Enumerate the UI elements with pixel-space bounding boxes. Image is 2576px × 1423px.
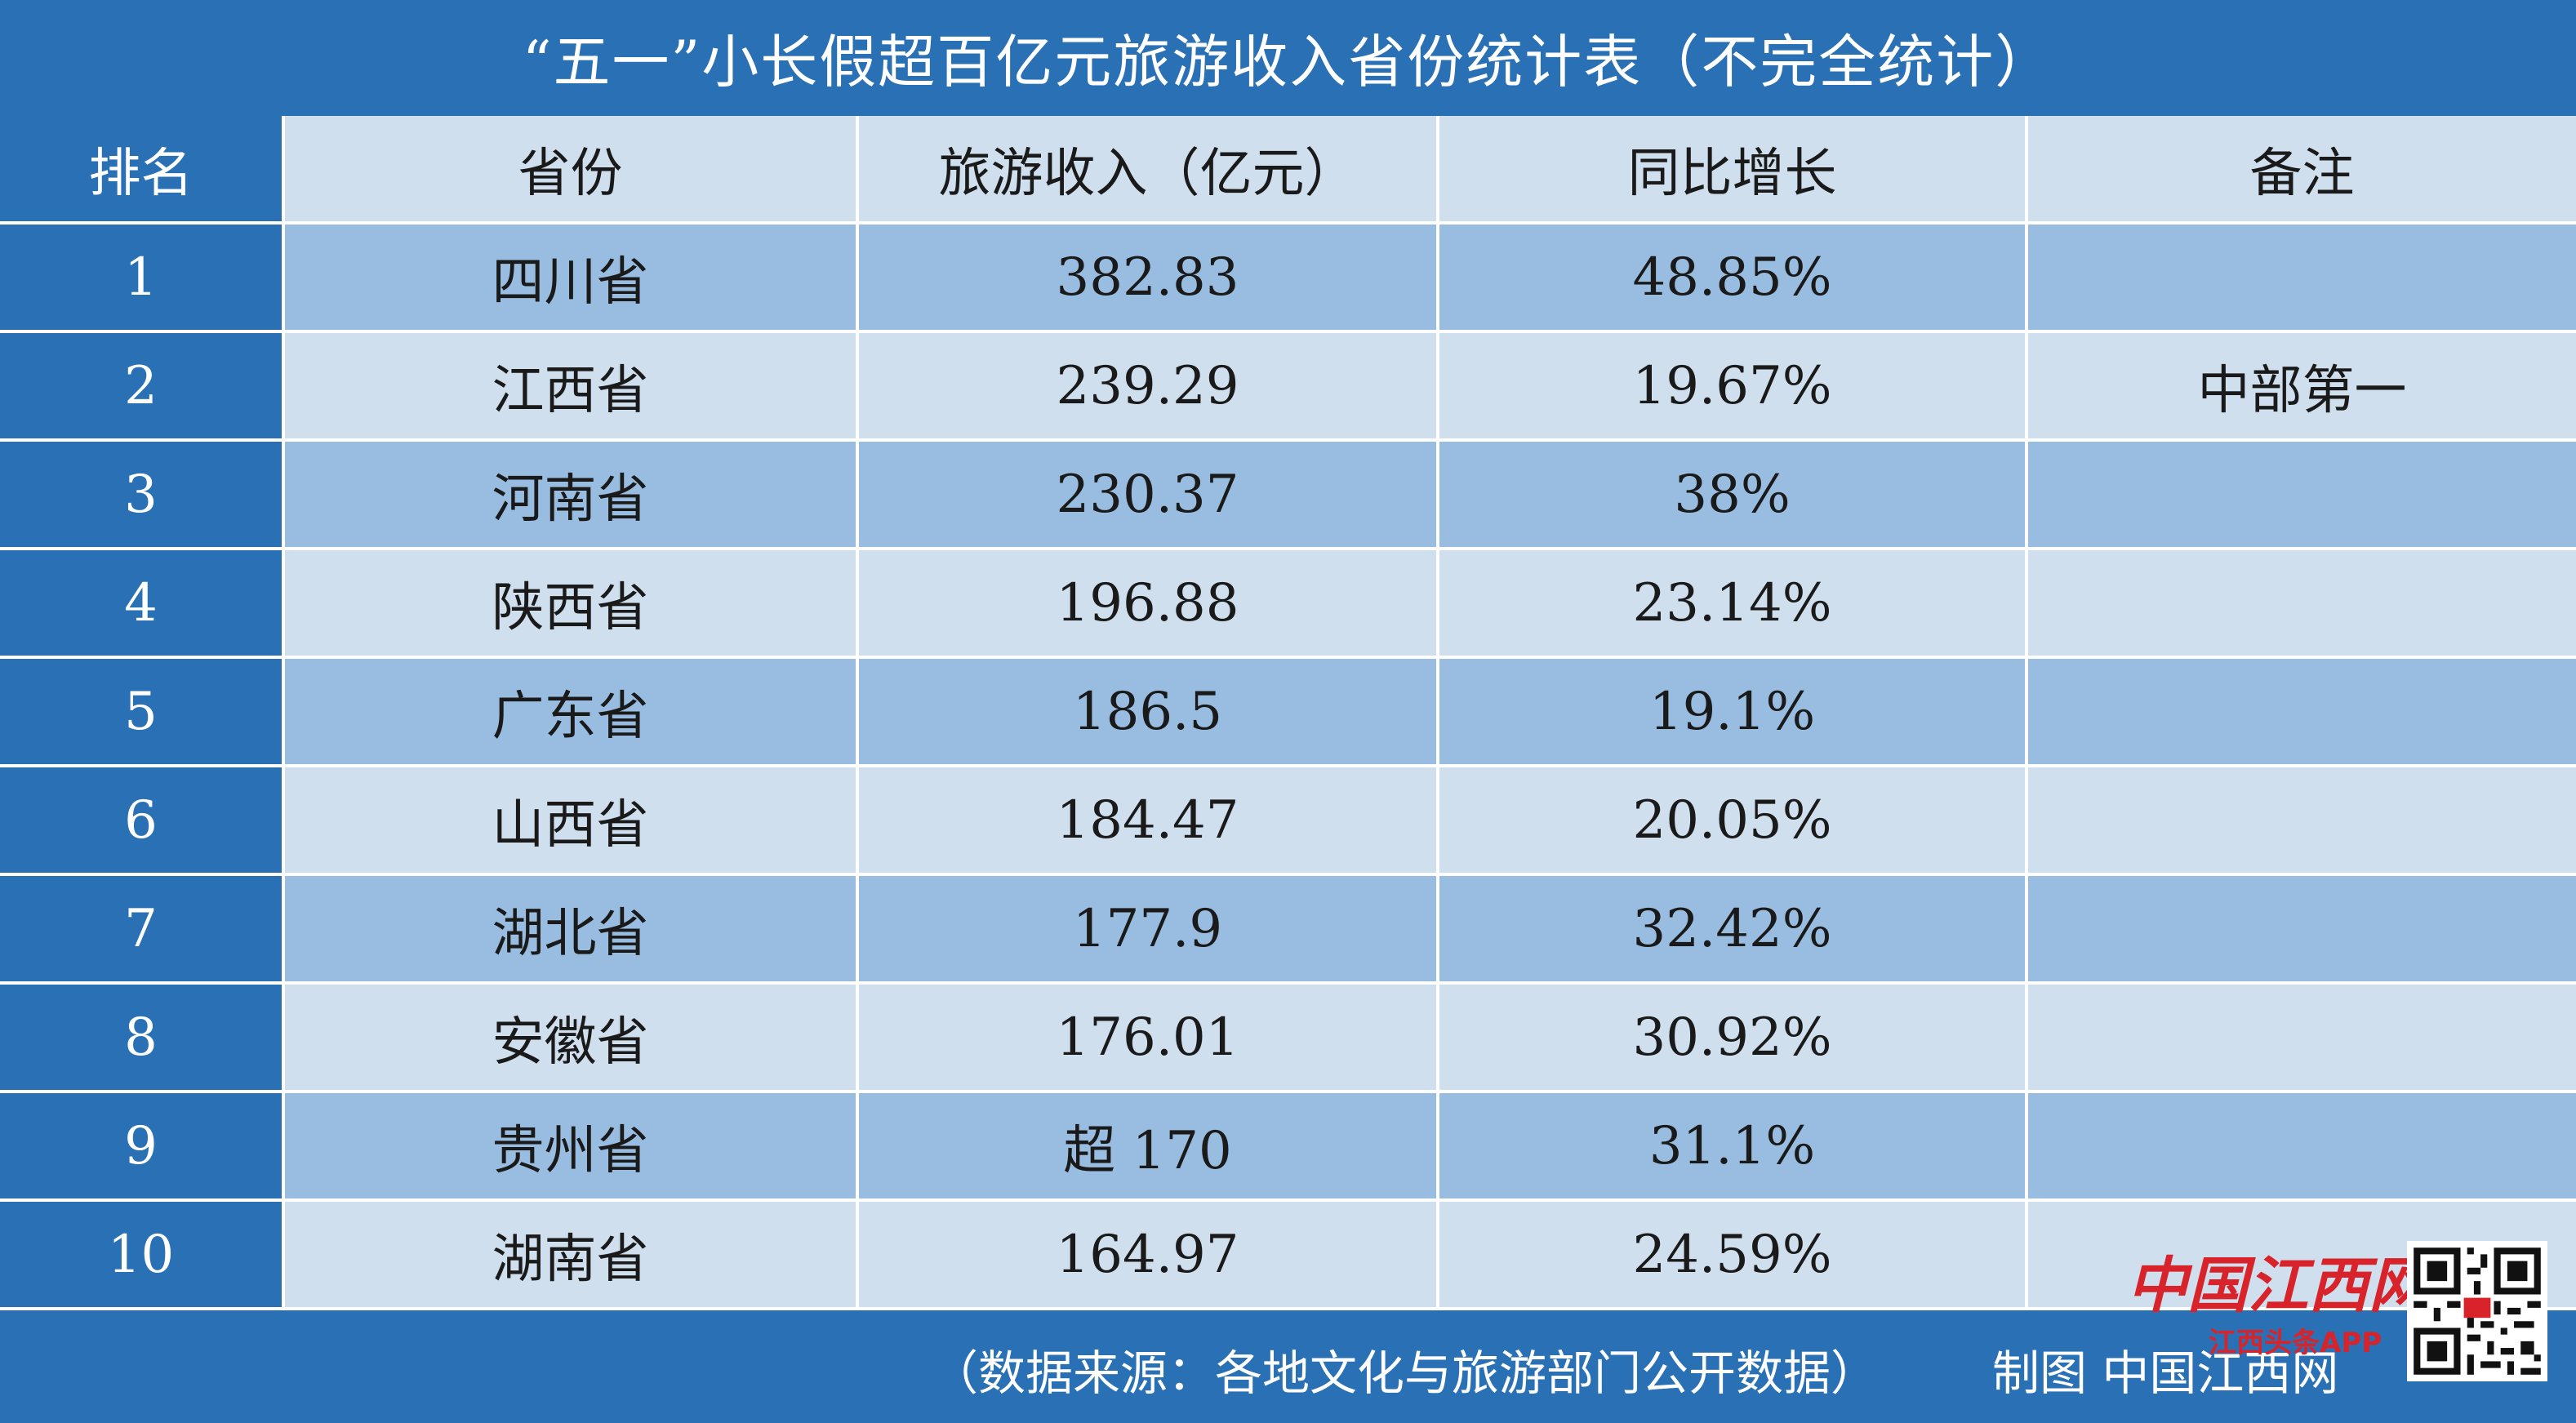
income-cell: 184.47	[857, 766, 1439, 876]
note-cell	[2027, 657, 2576, 767]
rank-cell: 9	[0, 1092, 285, 1202]
stats-table-container: 排名 省份 旅游收入（亿元） 同比增长 备注 1 四川省 382.83 48.8…	[0, 116, 2576, 1310]
rank-cell: 2	[0, 331, 285, 442]
table-row: 2 江西省 239.29 19.67% 中部第一	[0, 331, 2576, 442]
province-cell: 四川省	[283, 223, 859, 333]
income-cell: 239.29	[857, 331, 1439, 442]
note-cell	[2027, 983, 2576, 1093]
yoy-cell: 38%	[1438, 440, 2028, 550]
income-cell: 186.5	[857, 657, 1439, 767]
yoy-cell: 32.42%	[1438, 874, 2028, 985]
rank-cell: 7	[0, 874, 285, 985]
note-cell	[2027, 1092, 2576, 1202]
rank-cell: 10	[0, 1200, 285, 1310]
note-cell	[2027, 766, 2576, 876]
header-yoy: 同比增长	[1438, 116, 2028, 225]
note-cell	[2027, 223, 2576, 333]
rank-cell: 3	[0, 440, 285, 550]
site-logo: 中国江西网 江西头条APP	[2127, 1237, 2429, 1359]
rank-cell: 4	[0, 549, 285, 659]
yoy-cell: 20.05%	[1438, 766, 2028, 876]
footer: （数据来源：各地文化与旅游部门公开数据） 制图 中国江西网	[0, 1310, 2576, 1423]
income-cell: 164.97	[857, 1200, 1439, 1310]
yoy-cell: 48.85%	[1438, 223, 2028, 333]
note-cell	[2027, 440, 2576, 550]
note-cell	[2027, 874, 2576, 985]
province-cell: 山西省	[283, 766, 859, 876]
province-cell: 湖北省	[283, 874, 859, 985]
province-cell: 湖南省	[283, 1200, 859, 1310]
yoy-cell: 31.1%	[1438, 1092, 2028, 1202]
yoy-cell: 19.1%	[1438, 657, 2028, 767]
province-cell: 陕西省	[283, 549, 859, 659]
note-cell: 中部第一	[2027, 331, 2576, 442]
logo-sub-text: 江西头条APP	[2209, 1327, 2382, 1359]
header-rank: 排名	[0, 116, 285, 225]
rank-cell: 6	[0, 766, 285, 876]
yoy-cell: 24.59%	[1438, 1200, 2028, 1310]
table-row: 6 山西省 184.47 20.05%	[0, 766, 2576, 876]
rank-cell: 8	[0, 983, 285, 1093]
income-cell: 176.01	[857, 983, 1439, 1093]
qr-code-icon	[2407, 1241, 2547, 1381]
logo-main-text: 中国江西网	[2127, 1251, 2429, 1321]
yoy-cell: 19.67%	[1438, 331, 2028, 442]
rank-cell: 1	[0, 223, 285, 333]
chart-credit: 制图 中国江西网	[1992, 1345, 2339, 1401]
rank-cell: 5	[0, 657, 285, 767]
table-row: 1 四川省 382.83 48.85%	[0, 223, 2576, 333]
stats-table: 排名 省份 旅游收入（亿元） 同比增长 备注 1 四川省 382.83 48.8…	[0, 116, 2576, 1310]
income-cell: 382.83	[857, 223, 1439, 333]
province-cell: 贵州省	[283, 1092, 859, 1202]
table-row: 3 河南省 230.37 38%	[0, 440, 2576, 550]
note-cell	[2027, 549, 2576, 659]
data-source-note: （数据来源：各地文化与旅游部门公开数据）	[931, 1345, 1879, 1401]
table-row: 5 广东省 186.5 19.1%	[0, 657, 2576, 767]
header-note: 备注	[2027, 116, 2576, 225]
title-bar: “五一”小长假超百亿元旅游收入省份统计表（不完全统计）	[0, 0, 2576, 114]
province-cell: 江西省	[283, 331, 859, 442]
income-cell: 177.9	[857, 874, 1439, 985]
yoy-cell: 30.92%	[1438, 983, 2028, 1093]
province-cell: 安徽省	[283, 983, 859, 1093]
table-header-row: 排名 省份 旅游收入（亿元） 同比增长 备注	[0, 116, 2576, 225]
table-row: 8 安徽省 176.01 30.92%	[0, 983, 2576, 1093]
header-income: 旅游收入（亿元）	[857, 116, 1439, 225]
header-province: 省份	[283, 116, 859, 225]
page-title: “五一”小长假超百亿元旅游收入省份统计表（不完全统计）	[522, 28, 2054, 96]
table-row: 4 陕西省 196.88 23.14%	[0, 549, 2576, 659]
province-cell: 河南省	[283, 440, 859, 550]
income-cell: 超 170	[857, 1092, 1439, 1202]
income-cell: 230.37	[857, 440, 1439, 550]
table-row: 7 湖北省 177.9 32.42%	[0, 874, 2576, 985]
table-row: 9 贵州省 超 170 31.1%	[0, 1092, 2576, 1202]
yoy-cell: 23.14%	[1438, 549, 2028, 659]
province-cell: 广东省	[283, 657, 859, 767]
income-cell: 196.88	[857, 549, 1439, 659]
